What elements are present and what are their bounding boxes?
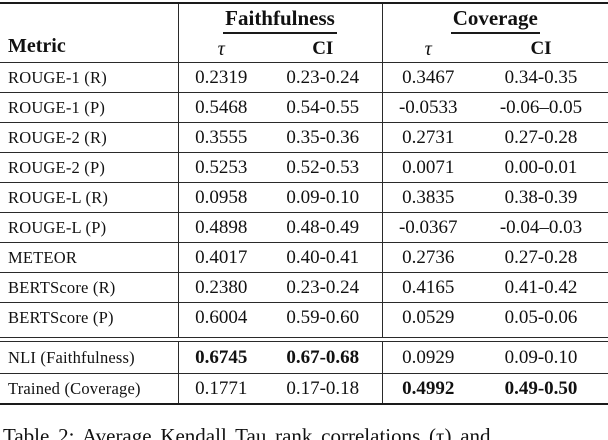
coverage-ci-cell: -0.04–0.03	[474, 212, 608, 243]
coverage-tau-cell: 0.0529	[381, 302, 474, 332]
table-row: ROUGE-L (R) 0.0958 0.09-0.10 0.3835 0.38…	[0, 182, 608, 213]
metric-cell: NLI (Faithfulness)	[0, 341, 178, 374]
faithfulness-group-header: Faithfulness	[177, 3, 382, 36]
double-rule-divider	[0, 337, 608, 342]
table-row: BERTScore (P) 0.6004 0.59-0.60 0.0529 0.…	[0, 302, 608, 332]
coverage-ci-cell: 0.27-0.28	[474, 242, 608, 273]
faithfulness-ci-cell: 0.67-0.68	[264, 341, 382, 374]
faithfulness-ci-cell: 0.52-0.53	[264, 152, 382, 183]
coverage-tau-cell: 0.3835	[381, 182, 474, 213]
faithfulness-tau-cell: 0.3555	[177, 122, 264, 153]
table-row: NLI (Faithfulness) 0.6745 0.67-0.68 0.09…	[0, 341, 608, 374]
faithfulness-tau-cell: 0.0958	[177, 182, 264, 213]
metric-cell: ROUGE-L (P)	[0, 212, 178, 243]
table-row: METEOR 0.4017 0.40-0.41 0.2736 0.27-0.28	[0, 242, 608, 273]
table-row: ROUGE-2 (P) 0.5253 0.52-0.53 0.0071 0.00…	[0, 152, 608, 183]
coverage-tau-cell: -0.0367	[381, 212, 474, 243]
coverage-tau-cell: 0.0929	[381, 341, 474, 374]
coverage-tau-cell: -0.0533	[381, 92, 474, 123]
coverage-tau-cell: 0.2731	[381, 122, 474, 153]
coverage-tau-cell: 0.3467	[381, 62, 474, 93]
metric-cell: ROUGE-L (R)	[0, 182, 178, 213]
metric-cell: ROUGE-2 (P)	[0, 152, 178, 183]
faithfulness-ci-header: CI	[264, 36, 382, 63]
table-caption: Table 2: Average Kendall Tau rank correl…	[3, 424, 491, 440]
faithfulness-ci-cell: 0.59-0.60	[286, 306, 360, 328]
faithfulness-ci-cell: 0.23-0.24	[264, 62, 382, 93]
table-group-header-row: Metric Faithfulness Coverage	[0, 3, 608, 63]
metric-cell: Trained (Coverage)	[8, 378, 141, 398]
coverage-ci-cell: -0.06–0.05	[474, 92, 608, 123]
coverage-tau-cell: 0.0071	[381, 152, 474, 183]
coverage-ci-cell: 0.27-0.28	[474, 122, 608, 153]
faithfulness-tau-cell: 0.2380	[177, 272, 264, 303]
faithfulness-tau-cell: 0.5468	[177, 92, 264, 123]
faithfulness-ci-cell: 0.09-0.10	[264, 182, 382, 213]
faithfulness-tau-header: τ	[177, 36, 264, 63]
table-row: Trained (Coverage) 0.1771 0.17-0.18 0.49…	[0, 373, 608, 404]
faithfulness-tau-cell: 0.6004	[177, 302, 264, 332]
faithfulness-ci-cell: 0.35-0.36	[264, 122, 382, 153]
metric-cell: ROUGE-1 (P)	[0, 92, 178, 123]
coverage-tau-header: τ	[381, 36, 474, 63]
section-spacer	[0, 332, 608, 338]
faithfulness-tau-cell: 0.5253	[177, 152, 264, 183]
faithfulness-tau-cell: 0.4898	[177, 212, 264, 243]
coverage-tau-cell: 0.4165	[381, 272, 474, 303]
coverage-group-header: Coverage	[381, 3, 608, 36]
faithfulness-tau-cell: 0.4017	[177, 242, 264, 273]
table-row: ROUGE-1 (P) 0.5468 0.54-0.55 -0.0533 -0.…	[0, 92, 608, 123]
faithfulness-tau-cell: 0.6745	[177, 341, 264, 374]
metric-column-header: Metric	[0, 3, 178, 63]
faithfulness-ci-cell: 0.40-0.41	[264, 242, 382, 273]
metric-header-label: Metric	[8, 35, 66, 57]
coverage-ci-cell: 0.09-0.10	[474, 341, 608, 374]
coverage-ci-cell: 0.00-0.01	[474, 152, 608, 183]
faithfulness-ci-cell: 0.17-0.18	[286, 377, 360, 399]
faithfulness-ci-cell: 0.54-0.55	[264, 92, 382, 123]
faithfulness-tau-cell: 0.1771	[177, 373, 264, 404]
table-subheader-row: τ CI τ CI	[0, 36, 608, 63]
table-row: ROUGE-L (P) 0.4898 0.48-0.49 -0.0367 -0.…	[0, 212, 608, 243]
faithfulness-ci-cell: 0.48-0.49	[264, 212, 382, 243]
table-row: ROUGE-1 (R) 0.2319 0.23-0.24 0.3467 0.34…	[0, 62, 608, 93]
table-row: ROUGE-2 (R) 0.3555 0.35-0.36 0.2731 0.27…	[0, 122, 608, 153]
coverage-ci-header: CI	[474, 36, 608, 63]
coverage-tau-cell: 0.2736	[381, 242, 474, 273]
coverage-tau-cell: 0.4992	[381, 373, 474, 404]
faithfulness-tau-cell: 0.2319	[177, 62, 264, 93]
coverage-ci-cell: 0.05-0.06	[504, 306, 578, 328]
metric-cell: METEOR	[0, 242, 178, 273]
faithfulness-ci-cell: 0.23-0.24	[264, 272, 382, 303]
metric-cell: ROUGE-1 (R)	[0, 62, 178, 93]
faithfulness-header-label: Faithfulness	[223, 6, 337, 34]
coverage-ci-cell: 0.41-0.42	[474, 272, 608, 303]
metric-cell: BERTScore (P)	[8, 307, 114, 327]
metric-cell: ROUGE-2 (R)	[0, 122, 178, 153]
table-row: BERTScore (R) 0.2380 0.23-0.24 0.4165 0.…	[0, 272, 608, 303]
coverage-header-label: Coverage	[450, 6, 540, 34]
coverage-ci-cell: 0.49-0.50	[504, 377, 578, 399]
coverage-ci-cell: 0.38-0.39	[474, 182, 608, 213]
metrics-correlation-table: Metric Faithfulness Coverage τ CI τ CI R…	[0, 2, 608, 405]
metric-cell: BERTScore (R)	[0, 272, 178, 303]
coverage-ci-cell: 0.34-0.35	[474, 62, 608, 93]
